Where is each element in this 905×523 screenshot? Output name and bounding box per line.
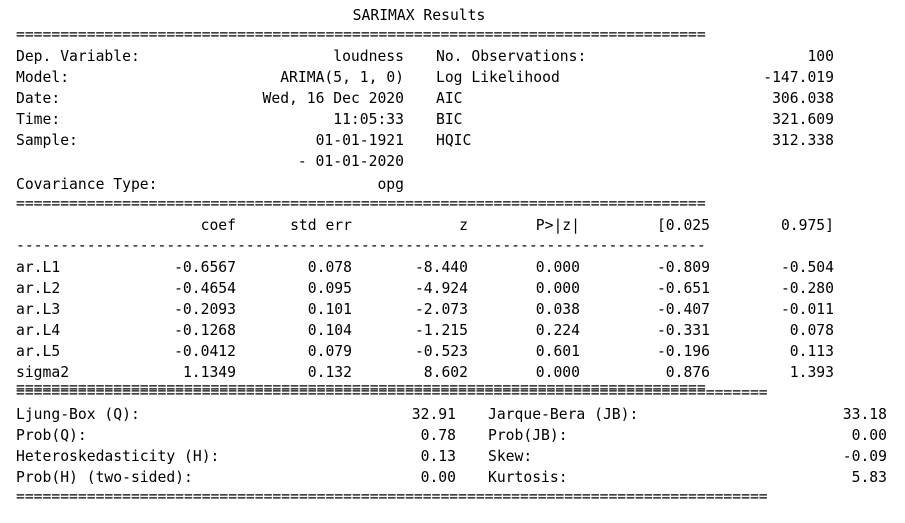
coef-row-ci-upper: 1.393 — [789, 364, 834, 381]
info-label-aic: AIC — [436, 90, 463, 107]
coef-row-ci-lower: -0.809 — [656, 259, 710, 276]
table-title: SARIMAX Results — [352, 7, 486, 24]
diag-label-jarque-bera: Jarque-Bera (JB): — [488, 406, 639, 423]
info-value-log-likelihood: -147.019 — [763, 69, 834, 86]
diag-value-jarque-bera: 33.18 — [842, 406, 887, 423]
coef-row-z: -1.215 — [414, 322, 468, 339]
diag-value-prob-h: 0.00 — [420, 469, 456, 486]
diag-value-prob-q: 0.78 — [420, 427, 456, 444]
info-value-sample-start: 01-01-1921 — [315, 132, 404, 149]
coef-row-coef: -0.0412 — [174, 343, 236, 360]
coef-row-std-err: 0.132 — [307, 364, 352, 381]
coef-row-std-err: 0.078 — [307, 259, 352, 276]
info-value-time: 11:05:33 — [333, 111, 404, 128]
coef-row-ci-upper: -0.280 — [780, 280, 834, 297]
coef-row-ci-lower: -0.196 — [656, 343, 710, 360]
info-value-no-observations: 100 — [807, 48, 834, 65]
info-label-dep-variable: Dep. Variable: — [16, 48, 140, 65]
rule-double-bottom: ========================================… — [16, 490, 768, 504]
coef-row-name: ar.L4 — [16, 322, 61, 339]
coef-row-z: -8.440 — [414, 259, 468, 276]
info-value-hqic: 312.338 — [772, 132, 834, 149]
info-label-log-likelihood: Log Likelihood — [436, 69, 560, 86]
coef-row-name: ar.L5 — [16, 343, 61, 360]
coef-header-coef: coef — [200, 217, 236, 234]
coef-row-p: 0.038 — [535, 301, 580, 318]
rule-single-coef-header: ----------------------------------------… — [16, 239, 706, 253]
info-label-sample: Sample: — [16, 132, 78, 149]
coef-row-std-err: 0.079 — [307, 343, 352, 360]
diag-value-kurtosis: 5.83 — [851, 469, 887, 486]
coef-row-p: 0.224 — [535, 322, 580, 339]
info-value-aic: 306.038 — [772, 90, 834, 107]
rule-double-top: ========================================… — [16, 28, 706, 42]
info-label-date: Date: — [16, 90, 61, 107]
coef-row-std-err: 0.104 — [307, 322, 352, 339]
coef-row-p: 0.601 — [535, 343, 580, 360]
coef-row-name: ar.L1 — [16, 259, 61, 276]
coef-row-p: 0.000 — [535, 259, 580, 276]
coef-row-name: ar.L2 — [16, 280, 61, 297]
coef-row-p: 0.000 — [535, 280, 580, 297]
coef-row-ci-lower: -0.407 — [656, 301, 710, 318]
info-label-bic: BIC — [436, 111, 463, 128]
coef-row-coef: 1.1349 — [182, 364, 236, 381]
coef-row-coef: -0.4654 — [174, 280, 236, 297]
coef-row-ci-lower: 0.876 — [665, 364, 710, 381]
coef-row-ci-lower: -0.651 — [656, 280, 710, 297]
diag-label-prob-q: Prob(Q): — [16, 427, 87, 444]
diag-label-prob-jb: Prob(JB): — [488, 427, 568, 444]
diag-value-ljung-box: 32.91 — [411, 406, 456, 423]
diag-label-kurtosis: Kurtosis: — [488, 469, 568, 486]
rule-double-coef-bottom: ========================================… — [16, 381, 706, 395]
info-label-covariance-type: Covariance Type: — [16, 176, 158, 193]
info-label-model: Model: — [16, 69, 70, 86]
coef-header-ci-upper: 0.975] — [780, 217, 834, 234]
coef-row-ci-upper: 0.078 — [789, 322, 834, 339]
diag-value-prob-jb: 0.00 — [851, 427, 887, 444]
info-label-no-observations: No. Observations: — [436, 48, 587, 65]
rule-double-coef-top: ========================================… — [16, 197, 706, 211]
diag-value-heteroskedasticity: 0.13 — [420, 448, 456, 465]
coef-header-ci-lower: [0.025 — [656, 217, 710, 234]
coef-row-ci-lower: -0.331 — [656, 322, 710, 339]
coef-row-name: sigma2 — [16, 364, 70, 381]
diag-label-skew: Skew: — [488, 448, 533, 465]
coef-row-coef: -0.1268 — [174, 322, 236, 339]
coef-row-coef: -0.2093 — [174, 301, 236, 318]
diag-label-heteroskedasticity: Heteroskedasticity (H): — [16, 448, 220, 465]
coef-row-z: -0.523 — [414, 343, 468, 360]
info-value-dep-variable: loudness — [333, 48, 404, 65]
info-label-hqic: HQIC — [436, 132, 472, 149]
coef-row-std-err: 0.095 — [307, 280, 352, 297]
diag-label-prob-h: Prob(H) (two-sided): — [16, 469, 193, 486]
info-value-sample-end: - 01-01-2020 — [297, 153, 404, 170]
coef-row-z: -2.073 — [414, 301, 468, 318]
coef-row-p: 0.000 — [535, 364, 580, 381]
coef-row-ci-upper: 0.113 — [789, 343, 834, 360]
coef-row-name: ar.L3 — [16, 301, 61, 318]
coef-row-z: 8.602 — [423, 364, 468, 381]
coef-header-std-err: std err — [290, 217, 352, 234]
rule-double-diag-top: ========================================… — [16, 386, 768, 400]
coef-row-z: -4.924 — [414, 280, 468, 297]
info-value-date: Wed, 16 Dec 2020 — [262, 90, 404, 107]
info-value-model: ARIMA(5, 1, 0) — [280, 69, 404, 86]
info-value-bic: 321.609 — [772, 111, 834, 128]
info-value-covariance-type: opg — [377, 176, 404, 193]
diag-label-ljung-box: Ljung-Box (Q): — [16, 406, 140, 423]
coef-row-ci-upper: -0.504 — [780, 259, 834, 276]
coef-row-ci-upper: -0.011 — [780, 301, 834, 318]
coef-row-std-err: 0.101 — [307, 301, 352, 318]
coef-header-p-value: P>|z| — [535, 217, 580, 234]
coef-header-z: z — [459, 217, 468, 234]
coef-row-coef: -0.6567 — [174, 259, 236, 276]
info-label-time: Time: — [16, 111, 61, 128]
diag-value-skew: -0.09 — [842, 448, 887, 465]
